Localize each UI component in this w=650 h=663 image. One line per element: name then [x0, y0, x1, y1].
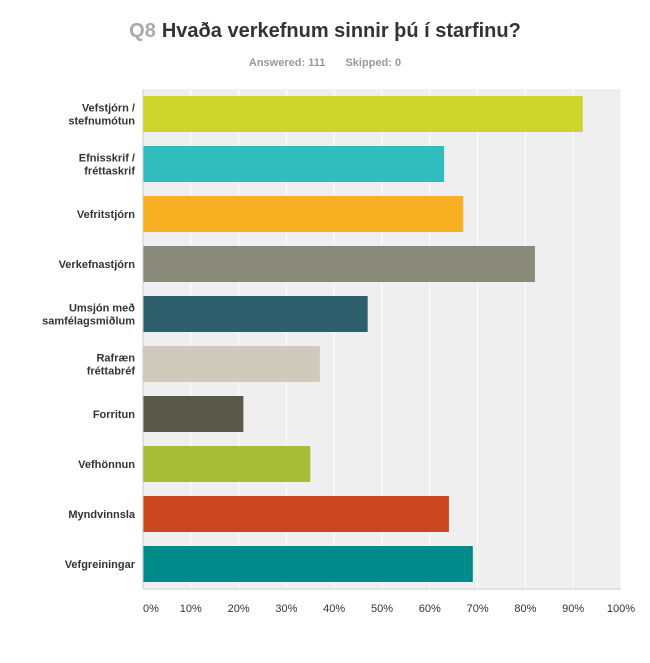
x-tick-label: 50%: [371, 603, 393, 615]
bar-5: [143, 296, 368, 332]
bar-2: [143, 146, 445, 182]
x-tick-label: 10%: [180, 603, 202, 615]
x-tick-label: 20%: [228, 603, 250, 615]
category-label-1: Vefstjórn / stefnumótun: [68, 103, 135, 128]
x-tick-label: 60%: [419, 603, 441, 615]
skipped-count: 0: [394, 57, 402, 69]
answered-count: 111: [308, 57, 326, 69]
bar-9: [143, 496, 449, 532]
bar-7: [143, 396, 244, 432]
bar-3: [143, 196, 464, 232]
x-tick-label: 90%: [562, 603, 584, 615]
category-label-4: Verkefnastjórn: [59, 259, 136, 271]
x-tick-label: 30%: [275, 603, 297, 615]
question-text: Hvaða verkefnum sinnir þú í starfinu?: [161, 20, 521, 42]
x-tick-label: 0%: [143, 603, 159, 615]
bar-8: [143, 446, 311, 482]
bar-6: [143, 346, 320, 382]
bar-10: [143, 546, 473, 582]
category-label-10: Vefgreiningar: [65, 559, 136, 571]
category-label-8: Vefhönnun: [78, 459, 135, 471]
category-label-2: Efnisskrif / fréttaskrif: [79, 153, 136, 178]
skipped-label: Skipped:: [345, 57, 392, 69]
question-number: Q8: [129, 20, 156, 42]
answered-label: Answered:: [248, 57, 306, 69]
category-label-7: Forritun: [93, 409, 135, 421]
x-tick-label: 100%: [607, 603, 635, 615]
chart-title: Q8 Hvaða verkefnum sinnir þú í starfinu?: [0, 20, 650, 43]
x-tick-label: 40%: [323, 603, 345, 615]
response-stats: Answered: 111 Skipped: 0: [0, 57, 650, 69]
bar-1: [143, 96, 583, 132]
bar-4: [143, 246, 535, 282]
category-label-6: Rafræn fréttabréf: [87, 353, 136, 378]
x-tick-label: 70%: [467, 603, 489, 615]
category-label-9: Myndvinnsla: [68, 509, 136, 521]
x-tick-label: 80%: [514, 603, 536, 615]
category-label-5: Umsjón með samfélagsmiðlum: [42, 303, 135, 328]
category-label-3: Vefritstjórn: [77, 209, 135, 221]
